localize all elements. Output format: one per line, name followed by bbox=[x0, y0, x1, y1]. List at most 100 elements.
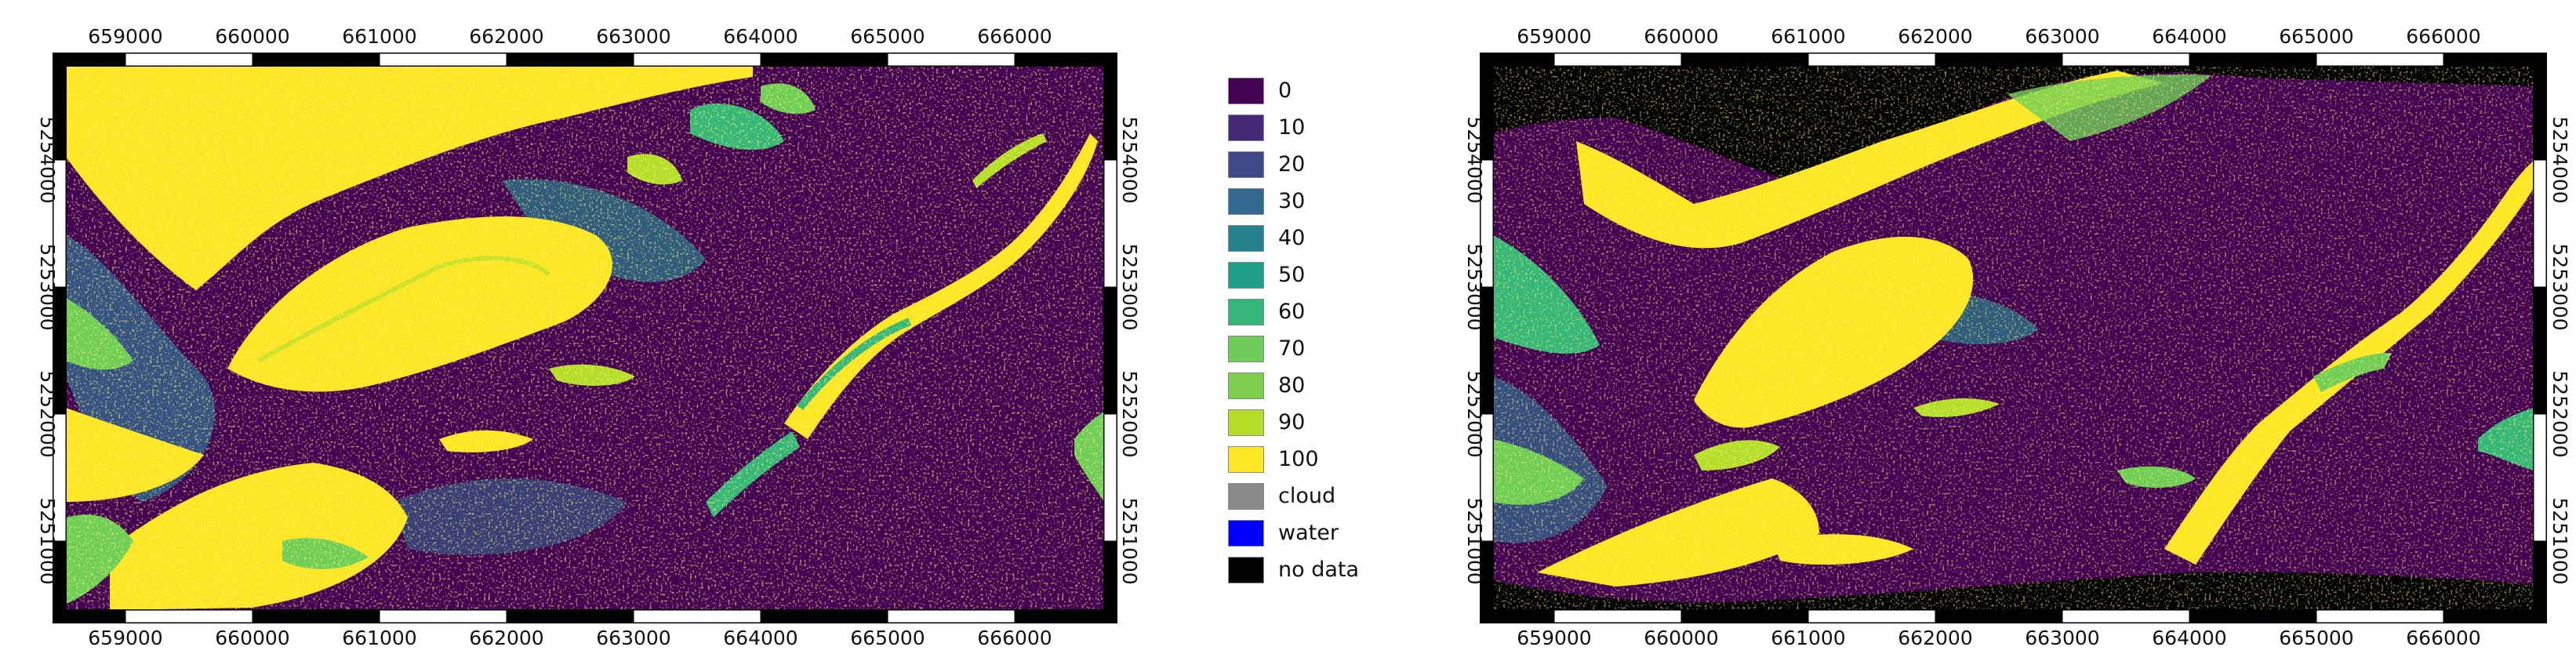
y-tick-label: 5252000 bbox=[2549, 370, 2571, 457]
legend-label: water bbox=[1278, 521, 1339, 545]
x-tick-label: 660000 bbox=[215, 25, 289, 48]
frame-segment bbox=[53, 609, 67, 623]
legend-label: 60 bbox=[1278, 300, 1306, 324]
frame-segment bbox=[2062, 53, 2190, 67]
legend-label: 90 bbox=[1278, 410, 1306, 434]
x-tick-label: 660000 bbox=[1644, 627, 1718, 649]
x-tick-label: 659000 bbox=[1517, 627, 1591, 649]
legend-label: 20 bbox=[1278, 152, 1306, 176]
frame-segment bbox=[506, 609, 634, 623]
legend-swatch bbox=[1228, 335, 1264, 362]
frame-segment bbox=[1103, 65, 1117, 161]
frame-segment bbox=[1103, 159, 1117, 288]
legend-item: 20 bbox=[1228, 146, 1408, 183]
frame-segment bbox=[1103, 53, 1117, 67]
legend-swatch bbox=[1228, 224, 1264, 252]
frame-segment bbox=[2316, 53, 2444, 67]
map-left-x-labels-top: 659000 660000 661000 662000 663000 66400… bbox=[88, 25, 1052, 48]
legend-item: 30 bbox=[1228, 183, 1408, 220]
legend-swatch bbox=[1228, 409, 1264, 436]
x-tick-label: 664000 bbox=[2152, 627, 2226, 649]
frame-segment bbox=[2316, 609, 2444, 623]
x-tick-label: 661000 bbox=[1771, 627, 1845, 649]
x-tick-label: 666000 bbox=[2406, 25, 2480, 48]
frame-segment bbox=[2189, 53, 2317, 67]
frame-segment bbox=[1935, 609, 2063, 623]
frame-segment bbox=[2533, 609, 2547, 623]
y-tick-label: 5252000 bbox=[1118, 370, 1141, 457]
frame-segment bbox=[125, 53, 253, 67]
legend-swatch bbox=[1228, 556, 1264, 583]
x-tick-label: 660000 bbox=[1644, 25, 1718, 48]
legend-item: 80 bbox=[1228, 367, 1408, 404]
frame-segment bbox=[1553, 609, 1682, 623]
frame-segment bbox=[2533, 286, 2547, 415]
x-tick-label: 665000 bbox=[850, 627, 925, 649]
legend-item: 90 bbox=[1228, 404, 1408, 441]
frame-segment bbox=[1808, 609, 1936, 623]
y-tick-label: 5253000 bbox=[1463, 243, 1486, 330]
x-tick-label: 659000 bbox=[88, 25, 162, 48]
y-tick-label: 5253000 bbox=[2549, 243, 2571, 330]
legend-label: 40 bbox=[1278, 226, 1306, 250]
x-tick-label: 664000 bbox=[723, 25, 798, 48]
legend-item: 60 bbox=[1228, 293, 1408, 330]
legend-item: 100 bbox=[1228, 441, 1408, 478]
map-right-x-labels-top: 659000 660000 661000 662000 663000 66400… bbox=[1517, 25, 2480, 48]
legend-swatch bbox=[1228, 151, 1264, 178]
x-tick-label: 662000 bbox=[469, 25, 543, 48]
y-tick-label: 5254000 bbox=[2549, 116, 2571, 203]
frame-segment bbox=[2533, 540, 2547, 611]
frame-segment bbox=[1808, 53, 1936, 67]
frame-segment bbox=[633, 53, 761, 67]
legend-item: 40 bbox=[1228, 220, 1408, 256]
map-left-raster bbox=[66, 66, 1104, 610]
frame-segment bbox=[1553, 53, 1682, 67]
frame-segment bbox=[2533, 53, 2547, 67]
y-tick-label: 5251000 bbox=[36, 497, 59, 584]
x-tick-label: 665000 bbox=[2279, 25, 2353, 48]
frame-segment bbox=[1480, 609, 1494, 623]
legend-item: cloud bbox=[1228, 478, 1408, 514]
x-tick-label: 664000 bbox=[2152, 25, 2226, 48]
x-tick-label: 661000 bbox=[1771, 25, 1845, 48]
y-tick-label: 5251000 bbox=[2549, 497, 2571, 584]
x-tick-label: 662000 bbox=[469, 627, 543, 649]
frame-segment bbox=[65, 53, 126, 67]
frame-segment bbox=[2533, 65, 2547, 161]
legend: 0 10 20 30 40 50 60 70 80 90 100 cloud water no data bbox=[1228, 72, 1408, 588]
frame-segment bbox=[1014, 53, 1105, 67]
legend-item: 50 bbox=[1228, 256, 1408, 293]
frame-segment bbox=[887, 609, 1016, 623]
y-tick-label: 5254000 bbox=[1118, 116, 1141, 203]
map-left-y-labels-right: 5254000 5253000 5252000 5251000 bbox=[1118, 116, 1141, 584]
y-tick-label: 5252000 bbox=[36, 370, 59, 457]
legend-label: 50 bbox=[1278, 263, 1306, 287]
x-tick-label: 659000 bbox=[88, 627, 162, 649]
x-tick-label: 663000 bbox=[596, 25, 670, 48]
frame-segment bbox=[2533, 413, 2547, 542]
map-right-frame-ticks bbox=[1480, 53, 2547, 623]
x-tick-label: 665000 bbox=[2279, 627, 2353, 649]
frame-segment bbox=[379, 53, 507, 67]
frame-segment bbox=[2533, 159, 2547, 288]
x-tick-label: 660000 bbox=[215, 627, 289, 649]
legend-item: 10 bbox=[1228, 109, 1408, 146]
legend-label: no data bbox=[1278, 558, 1360, 582]
frame-segment bbox=[1935, 53, 2063, 67]
frame-segment bbox=[2443, 609, 2534, 623]
frame-segment bbox=[2189, 609, 2317, 623]
legend-item: no data bbox=[1228, 551, 1408, 588]
frame-segment bbox=[506, 53, 634, 67]
legend-swatch bbox=[1228, 445, 1264, 473]
frame-segment bbox=[760, 609, 888, 623]
frame-segment bbox=[1103, 540, 1117, 611]
legend-item: 70 bbox=[1228, 330, 1408, 367]
y-tick-label: 5252000 bbox=[1463, 370, 1486, 457]
legend-swatch bbox=[1228, 519, 1264, 547]
legend-swatch bbox=[1228, 372, 1264, 399]
x-tick-label: 663000 bbox=[596, 627, 670, 649]
legend-swatch bbox=[1228, 187, 1264, 215]
map-left: 659000 660000 661000 662000 663000 66400… bbox=[36, 25, 1141, 649]
